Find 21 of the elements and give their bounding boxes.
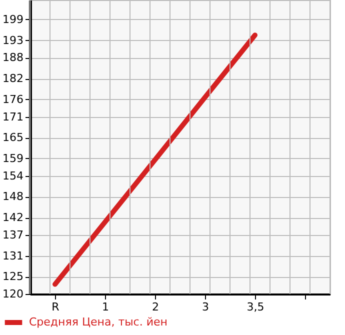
legend-label: Средняя Цена, тыс. йен (29, 316, 168, 328)
x-tick-label: 1 (102, 300, 109, 314)
y-tick-label: 171 (2, 110, 24, 124)
x-tick-label: R (52, 300, 60, 314)
y-tick-label: 148 (2, 190, 24, 204)
x-tick-label: 2 (152, 300, 159, 314)
y-tick-label: 154 (2, 169, 24, 182)
y-tick-label: 176 (2, 92, 24, 106)
y-tick-label: 120 (2, 288, 24, 300)
x-tick-label: 3,5 (246, 300, 264, 314)
y-tick-label: 182 (2, 72, 24, 86)
y-tick-label: 142 (2, 211, 24, 224)
y-tick-label: 159 (2, 152, 24, 165)
y-tick-label: 188 (2, 51, 24, 64)
y-tick-label: 193 (2, 34, 24, 47)
y-tick-label: 125 (2, 270, 24, 284)
y-tick-label: 165 (2, 131, 24, 144)
y-tick-label: 199 (2, 12, 24, 26)
y-tick-label: 131 (2, 249, 24, 262)
y-tick-label: 137 (2, 228, 24, 242)
x-tick-label: 3 (202, 300, 209, 314)
